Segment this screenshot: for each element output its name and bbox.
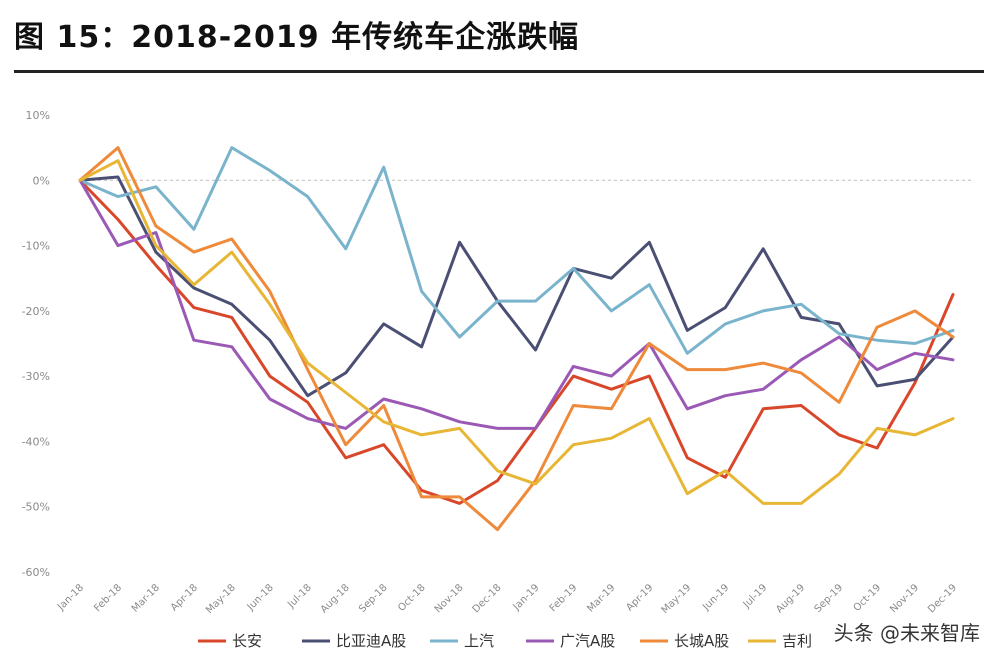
x-tick-label: May-18 bbox=[204, 582, 238, 616]
y-tick-label: -10% bbox=[22, 240, 50, 253]
x-tick-label: Jan-19 bbox=[511, 582, 542, 613]
x-tick-label: Aug-19 bbox=[774, 582, 807, 615]
legend-label: 比亚迪A股 bbox=[336, 632, 406, 650]
x-tick-label: Jul-19 bbox=[741, 582, 770, 611]
x-tick-label: Oct-18 bbox=[396, 582, 428, 614]
chart-title: 图 15：2018-2019 年传统车企涨跌幅 bbox=[14, 20, 580, 55]
x-tick-label: Sep-19 bbox=[813, 582, 846, 615]
x-tick-label: Sep-18 bbox=[357, 582, 390, 615]
y-tick-label: -40% bbox=[22, 435, 50, 448]
x-tick-label: Feb-18 bbox=[92, 582, 124, 614]
y-tick-label: 10% bbox=[26, 109, 50, 122]
series-lines bbox=[78, 146, 955, 532]
legend: 长安 比亚迪A股 上汽 广汽A股 长城A股 吉利 bbox=[198, 632, 812, 650]
x-tick-label: Oct-19 bbox=[852, 582, 884, 614]
x-tick-label: Dec-19 bbox=[926, 582, 959, 615]
x-tick-label: Aug-18 bbox=[319, 582, 352, 615]
series-line-3 bbox=[78, 146, 955, 355]
x-tick-label: May-19 bbox=[660, 582, 694, 616]
x-tick-label: Jun-19 bbox=[700, 582, 731, 613]
series-line-6 bbox=[78, 159, 955, 505]
x-axis-ticks: Jan-18 Feb-18 Mar-18 Apr-18 May-18 Jun-18 Jul-… bbox=[55, 582, 959, 616]
x-tick-label: Feb-19 bbox=[548, 582, 580, 614]
title-divider bbox=[14, 70, 984, 73]
series-line-1 bbox=[78, 178, 955, 505]
x-tick-label: Jan-18 bbox=[55, 582, 86, 613]
x-tick-label: Jul-18 bbox=[285, 582, 314, 611]
watermark: 头条 @未来智库 bbox=[833, 621, 980, 645]
x-tick-label: Mar-19 bbox=[585, 582, 617, 614]
y-tick-label: -50% bbox=[22, 501, 50, 514]
x-tick-label: Apr-18 bbox=[169, 582, 200, 613]
x-tick-label: Mar-18 bbox=[130, 582, 162, 614]
legend-label: 上汽 bbox=[464, 632, 494, 650]
x-tick-label: Jun-18 bbox=[245, 582, 276, 613]
x-tick-label: Dec-18 bbox=[471, 582, 504, 615]
y-tick-label: -30% bbox=[22, 370, 50, 383]
legend-label: 广汽A股 bbox=[560, 632, 615, 650]
x-tick-label: Nov-19 bbox=[888, 582, 921, 615]
series-line-4 bbox=[78, 178, 955, 430]
legend-label: 吉利 bbox=[782, 632, 812, 650]
x-tick-label: Nov-18 bbox=[433, 582, 466, 615]
x-tick-label: Apr-19 bbox=[624, 582, 655, 613]
series-line-5 bbox=[78, 146, 955, 532]
series-line-2 bbox=[78, 175, 955, 398]
legend-label: 长城A股 bbox=[674, 632, 729, 650]
y-tick-label: 0% bbox=[33, 174, 50, 187]
y-axis-ticks: 10% 0% -10% -20% -30% -40% -50% -60% bbox=[22, 109, 50, 579]
legend-label: 长安 bbox=[232, 632, 262, 650]
y-tick-label: -60% bbox=[22, 566, 50, 579]
y-tick-label: -20% bbox=[22, 305, 50, 318]
